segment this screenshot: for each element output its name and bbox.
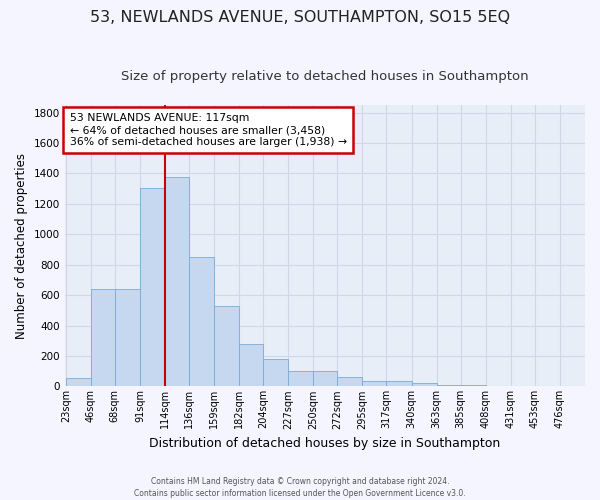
Bar — [337, 376, 362, 386]
Bar — [263, 359, 288, 386]
Bar — [313, 370, 337, 386]
Bar — [115, 290, 140, 386]
Text: 53, NEWLANDS AVENUE, SOUTHAMPTON, SO15 5EQ: 53, NEWLANDS AVENUE, SOUTHAMPTON, SO15 5… — [90, 10, 510, 25]
Text: Contains HM Land Registry data © Crown copyright and database right 2024.
Contai: Contains HM Land Registry data © Crown c… — [134, 476, 466, 498]
Bar — [239, 344, 263, 387]
Y-axis label: Number of detached properties: Number of detached properties — [15, 152, 28, 338]
Bar — [412, 382, 437, 386]
Bar — [386, 381, 412, 386]
Title: Size of property relative to detached houses in Southampton: Size of property relative to detached ho… — [121, 70, 529, 83]
X-axis label: Distribution of detached houses by size in Southampton: Distribution of detached houses by size … — [149, 437, 500, 450]
Bar — [214, 306, 239, 386]
Text: 53 NEWLANDS AVENUE: 117sqm
← 64% of detached houses are smaller (3,458)
36% of s: 53 NEWLANDS AVENUE: 117sqm ← 64% of deta… — [70, 114, 347, 146]
Bar — [288, 370, 313, 386]
Bar — [461, 384, 486, 386]
Bar — [140, 188, 165, 386]
Bar — [189, 258, 214, 386]
Bar — [437, 384, 461, 386]
Bar — [362, 381, 386, 386]
Bar — [165, 177, 189, 386]
Bar — [66, 378, 91, 386]
Bar — [91, 290, 115, 386]
